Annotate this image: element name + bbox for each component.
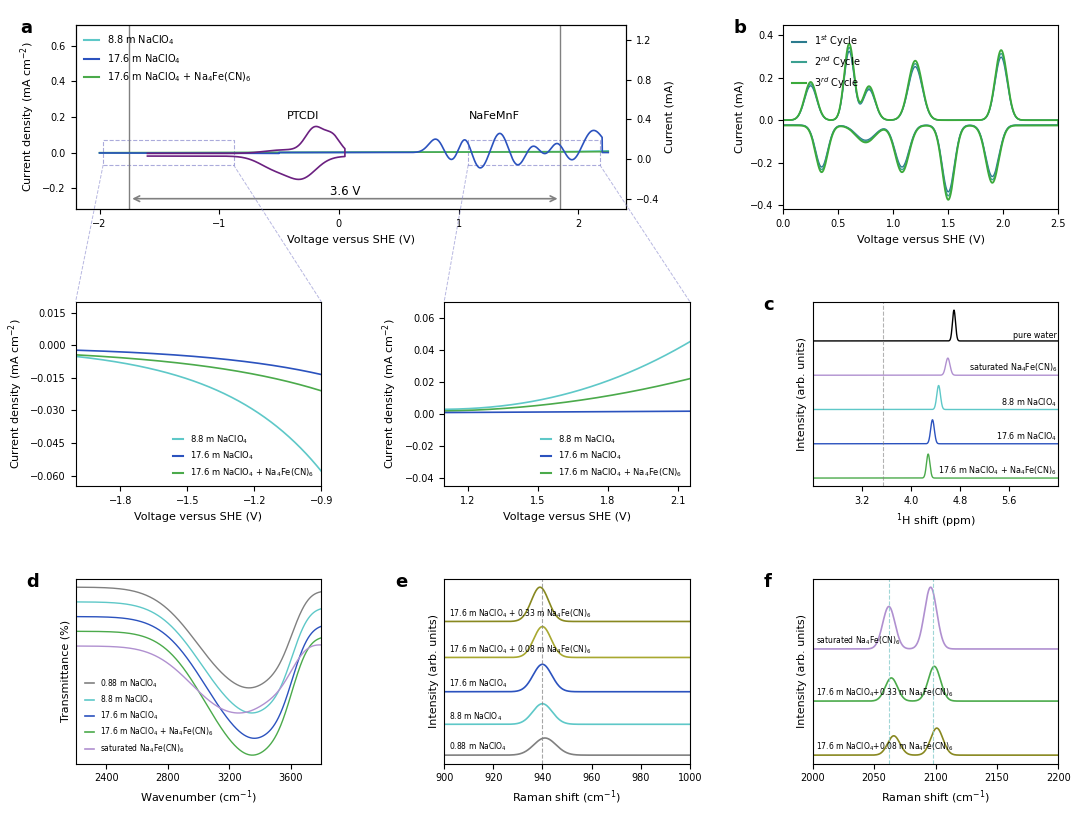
Text: b: b <box>733 19 746 37</box>
Text: pure water: pure water <box>1013 331 1057 340</box>
Text: 17.6 m NaClO$_4$+0.08 m Na$_4$Fe(CN)$_6$: 17.6 m NaClO$_4$+0.08 m Na$_4$Fe(CN)$_6$ <box>816 741 955 753</box>
Text: NaFeMnF: NaFeMnF <box>469 111 521 121</box>
Legend: 8.8 m NaClO$_4$, 17.6 m NaClO$_4$, 17.6 m NaClO$_4$ + Na$_4$Fe(CN)$_6$: 8.8 m NaClO$_4$, 17.6 m NaClO$_4$, 17.6 … <box>170 429 318 482</box>
X-axis label: Raman shift (cm$^{-1}$): Raman shift (cm$^{-1}$) <box>881 789 990 806</box>
Text: 8.8 m NaClO$_4$: 8.8 m NaClO$_4$ <box>1001 397 1057 409</box>
Y-axis label: Current density (mA cm$^{-2}$): Current density (mA cm$^{-2}$) <box>380 319 400 470</box>
Y-axis label: Current (mA): Current (mA) <box>734 80 744 154</box>
Text: d: d <box>27 573 39 591</box>
Text: a: a <box>21 19 32 37</box>
X-axis label: $^1$H shift (ppm): $^1$H shift (ppm) <box>895 511 975 530</box>
Legend: 8.8 m NaClO$_4$, 17.6 m NaClO$_4$, 17.6 m NaClO$_4$ + Na$_4$Fe(CN)$_6$: 8.8 m NaClO$_4$, 17.6 m NaClO$_4$, 17.6 … <box>538 429 686 482</box>
X-axis label: Voltage versus SHE (V): Voltage versus SHE (V) <box>287 235 415 245</box>
Text: 17.6 m NaClO$_4$ + 0.08 m Na$_4$Fe(CN)$_6$: 17.6 m NaClO$_4$ + 0.08 m Na$_4$Fe(CN)$_… <box>449 643 592 656</box>
Text: 17.6 m NaClO$_4$: 17.6 m NaClO$_4$ <box>449 677 508 690</box>
Y-axis label: Current density (mA cm$^{-2}$): Current density (mA cm$^{-2}$) <box>6 319 25 470</box>
X-axis label: Raman shift (cm$^{-1}$): Raman shift (cm$^{-1}$) <box>512 789 622 806</box>
Text: 3.6 V: 3.6 V <box>329 186 360 198</box>
X-axis label: Wavenumber (cm$^{-1}$): Wavenumber (cm$^{-1}$) <box>140 789 257 806</box>
Y-axis label: Intensity (arb. units): Intensity (arb. units) <box>429 614 438 728</box>
Text: e: e <box>395 573 407 591</box>
X-axis label: Voltage versus SHE (V): Voltage versus SHE (V) <box>134 511 262 521</box>
Text: PTCDI: PTCDI <box>287 111 320 121</box>
Text: 17.6 m NaClO$_4$ + 0.33 m Na$_4$Fe(CN)$_6$: 17.6 m NaClO$_4$ + 0.33 m Na$_4$Fe(CN)$_… <box>449 608 592 620</box>
Y-axis label: Intensity (arb. units): Intensity (arb. units) <box>797 614 807 728</box>
Text: 0.88 m NaClO$_4$: 0.88 m NaClO$_4$ <box>449 741 507 754</box>
Text: f: f <box>764 573 771 591</box>
X-axis label: Voltage versus SHE (V): Voltage versus SHE (V) <box>856 235 985 245</box>
Text: 17.6 m NaClO$_4$: 17.6 m NaClO$_4$ <box>996 430 1057 443</box>
Y-axis label: Intensity (arb. units): Intensity (arb. units) <box>797 337 807 451</box>
Y-axis label: Current density (mA cm$^{-2}$): Current density (mA cm$^{-2}$) <box>18 42 37 192</box>
Legend: 0.88 m NaClO$_4$, 8.8 m NaClO$_4$, 17.6 m NaClO$_4$, 17.6 m NaClO$_4$ + Na$_4$Fe: 0.88 m NaClO$_4$, 8.8 m NaClO$_4$, 17.6 … <box>82 674 217 758</box>
X-axis label: Voltage versus SHE (V): Voltage versus SHE (V) <box>503 511 631 521</box>
Text: 17.6 m NaClO$_4$+0.33 m Na$_4$Fe(CN)$_6$: 17.6 m NaClO$_4$+0.33 m Na$_4$Fe(CN)$_6$ <box>816 686 955 699</box>
Text: 17.6 m NaClO$_4$ + Na$_4$Fe(CN)$_6$: 17.6 m NaClO$_4$ + Na$_4$Fe(CN)$_6$ <box>939 465 1057 477</box>
Text: saturated Na$_4$Fe(CN)$_6$: saturated Na$_4$Fe(CN)$_6$ <box>969 362 1057 374</box>
Legend: 1$^{st}$ Cycle, 2$^{nd}$ Cycle, 3$^{rd}$ Cycle: 1$^{st}$ Cycle, 2$^{nd}$ Cycle, 3$^{rd}$… <box>788 30 865 94</box>
Y-axis label: Current (mA): Current (mA) <box>665 80 675 154</box>
Y-axis label: Transmittance (%): Transmittance (%) <box>60 620 70 722</box>
Text: 8.8 m NaClO$_4$: 8.8 m NaClO$_4$ <box>449 710 502 722</box>
Legend: 8.8 m NaClO$_4$, 17.6 m NaClO$_4$, 17.6 m NaClO$_4$ + Na$_4$Fe(CN)$_6$: 8.8 m NaClO$_4$, 17.6 m NaClO$_4$, 17.6 … <box>81 30 255 88</box>
Text: saturated Na$_4$Fe(CN)$_6$: saturated Na$_4$Fe(CN)$_6$ <box>816 635 901 647</box>
Text: c: c <box>764 296 774 314</box>
